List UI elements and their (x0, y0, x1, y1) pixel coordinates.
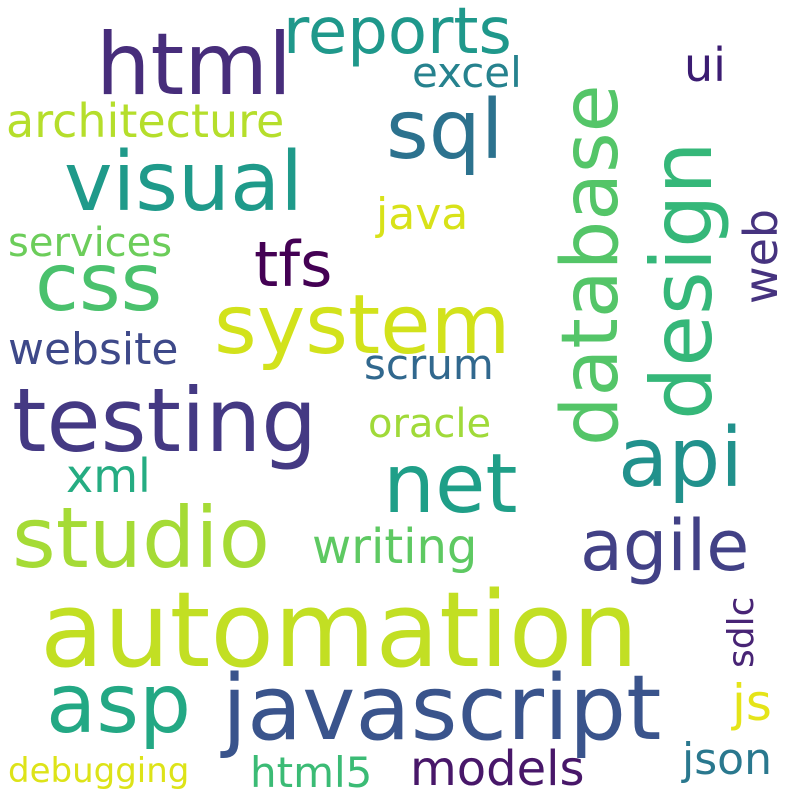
word-writing: writing (312, 519, 478, 575)
word-debugging: debugging (8, 751, 190, 791)
word-js: js (732, 674, 772, 732)
word-services: services (8, 220, 173, 266)
word-reports: reports (283, 0, 512, 69)
word-javascript: javascript (222, 656, 662, 761)
word-ui: ui (684, 38, 726, 92)
word-css: css (35, 236, 163, 329)
word-automation: automation (40, 569, 639, 691)
word-visual: visual (64, 135, 304, 230)
word-html: html (96, 15, 292, 115)
word-xml: xml (66, 449, 151, 503)
word-design: design (633, 141, 731, 420)
word-excel: excel (412, 48, 522, 97)
word-website: website (8, 324, 179, 375)
word-system: system (214, 278, 511, 373)
word-studio: studio (12, 489, 270, 587)
word-net: net (383, 437, 518, 532)
word-asp: asp (46, 657, 192, 752)
word-api: api (618, 411, 744, 506)
word-testing: testing (12, 369, 318, 472)
word-agile: agile (580, 505, 750, 587)
word-tfs: tfs (254, 228, 333, 301)
word-java: java (376, 189, 469, 240)
word-oracle: oracle (368, 401, 492, 447)
word-models: models (410, 741, 585, 797)
word-scrum: scrum (364, 340, 494, 389)
word-html5: html5 (250, 748, 373, 797)
word-web: web (734, 208, 788, 304)
word-architecture: architecture (6, 94, 285, 148)
word-sdlc: sdlc (721, 596, 762, 668)
word-sql: sql (386, 83, 504, 178)
word-json: json (682, 734, 772, 785)
word-database: database (546, 84, 636, 446)
